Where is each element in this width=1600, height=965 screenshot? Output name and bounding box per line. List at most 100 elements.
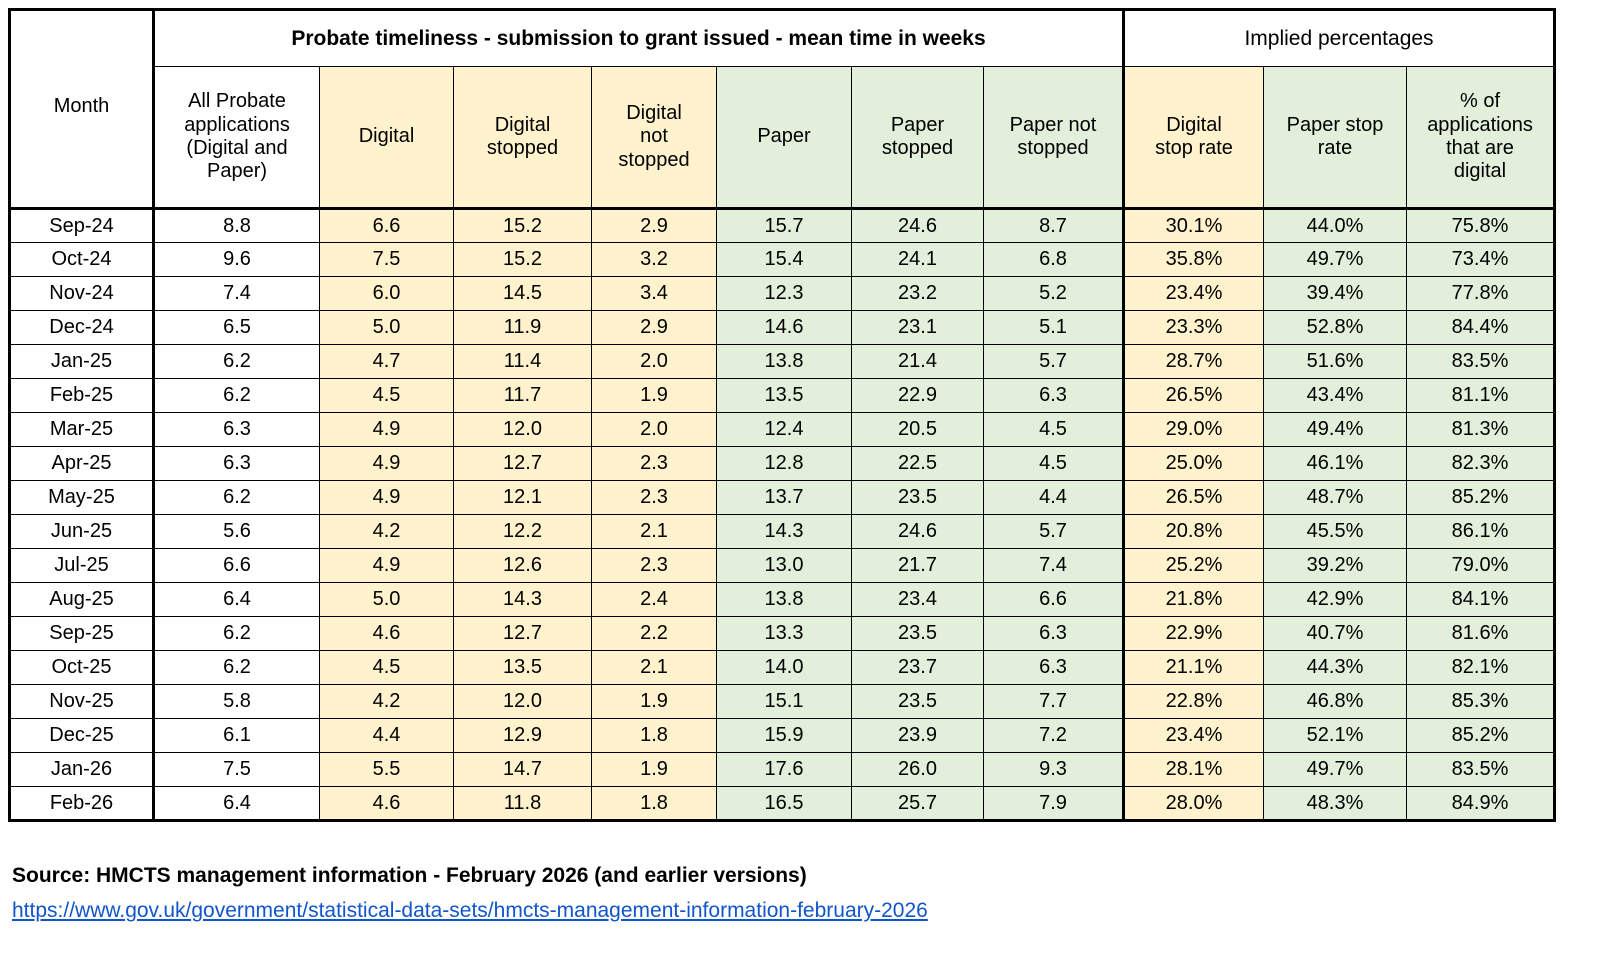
data-cell: 15.2 — [453, 208, 592, 243]
row-month-cell: Mar-25 — [9, 412, 155, 447]
table-row: Feb-25 6.2 4.5 11.7 1.9 13.5 22.9 6.3 26.5% 43.4%… — [9, 378, 1555, 413]
data-cell: 13.8 — [716, 582, 852, 617]
data-cell: 23.5 — [851, 684, 984, 719]
data-cell: 2.3 — [591, 446, 717, 481]
data-cell: 4.2 — [319, 684, 454, 719]
data-cell: 4.9 — [319, 446, 454, 481]
row-month-cell: May-25 — [9, 480, 155, 515]
table-row: Mar-25 6.3 4.9 12.0 2.0 12.4 20.5 4.5 29.0% 49.4%… — [9, 412, 1555, 447]
row-month-cell: Sep-24 — [9, 208, 155, 243]
data-cell: 12.6 — [453, 548, 592, 583]
data-cell: 5.8 — [153, 684, 320, 719]
column-header-paper-not-stopped: Paper not stopped — [983, 66, 1124, 210]
data-cell: 7.2 — [983, 718, 1124, 753]
data-cell: 14.5 — [453, 276, 592, 311]
data-cell: 7.5 — [153, 752, 320, 787]
data-cell: 4.5 — [319, 650, 454, 685]
data-cell: 6.3 — [153, 412, 320, 447]
source-link[interactable]: https://www.gov.uk/government/statistica… — [12, 899, 928, 922]
data-cell: 28.7% — [1122, 344, 1264, 379]
row-month-cell: Dec-25 — [9, 718, 155, 753]
data-cell: 2.0 — [591, 412, 717, 447]
data-cell: 2.1 — [591, 650, 717, 685]
data-cell: 12.2 — [453, 514, 592, 549]
data-cell: 4.5 — [983, 446, 1124, 481]
data-cell: 6.2 — [153, 650, 320, 685]
table-row: Feb-26 6.4 4.6 11.8 1.8 16.5 25.7 7.9 28.0% 48.3%… — [9, 786, 1555, 821]
data-cell: 42.9% — [1263, 582, 1407, 617]
data-cell: 23.9 — [851, 718, 984, 753]
data-cell: 86.1% — [1406, 514, 1555, 549]
row-month-cell: Jul-25 — [9, 548, 155, 583]
data-cell: 35.8% — [1122, 242, 1264, 277]
row-month-cell: Jan-25 — [9, 344, 155, 379]
data-cell: 45.5% — [1263, 514, 1407, 549]
data-cell: 39.2% — [1263, 548, 1407, 583]
data-cell: 6.2 — [153, 480, 320, 515]
data-cell: 8.8 — [153, 208, 320, 243]
table-row: Dec-24 6.5 5.0 11.9 2.9 14.6 23.1 5.1 23.3% 52.8%… — [9, 310, 1555, 345]
table-row: Apr-25 6.3 4.9 12.7 2.3 12.8 22.5 4.5 25.0% 46.1%… — [9, 446, 1555, 481]
data-cell: 15.9 — [716, 718, 852, 753]
data-cell: 84.4% — [1406, 310, 1555, 345]
column-header-digital-stopped: Digital stopped — [453, 66, 592, 210]
data-cell: 6.6 — [983, 582, 1124, 617]
data-cell: 3.4 — [591, 276, 717, 311]
data-cell: 11.8 — [453, 786, 592, 821]
data-cell: 26.0 — [851, 752, 984, 787]
row-month-cell: Dec-24 — [9, 310, 155, 345]
data-cell: 15.1 — [716, 684, 852, 719]
data-cell: 5.1 — [983, 310, 1124, 345]
data-cell: 51.6% — [1263, 344, 1407, 379]
table-row: Oct-25 6.2 4.5 13.5 2.1 14.0 23.7 6.3 21.1% 44.3%… — [9, 650, 1555, 685]
column-header-month: Month — [9, 9, 155, 210]
data-cell: 14.3 — [453, 582, 592, 617]
data-cell: 20.5 — [851, 412, 984, 447]
data-cell: 77.8% — [1406, 276, 1555, 311]
data-cell: 6.4 — [153, 786, 320, 821]
data-cell: 13.3 — [716, 616, 852, 651]
data-cell: 4.9 — [319, 480, 454, 515]
data-cell: 28.0% — [1122, 786, 1264, 821]
data-cell: 5.2 — [983, 276, 1124, 311]
data-cell: 5.7 — [983, 514, 1124, 549]
column-header-all-probate: All Probate applications (Digital and Pa… — [153, 66, 320, 210]
data-cell: 13.0 — [716, 548, 852, 583]
data-cell: 23.3% — [1122, 310, 1264, 345]
data-cell: 6.3 — [153, 446, 320, 481]
table-row: Aug-25 6.4 5.0 14.3 2.4 13.8 23.4 6.6 21.8% 42.9%… — [9, 582, 1555, 617]
data-cell: 30.1% — [1122, 208, 1264, 243]
data-cell: 5.6 — [153, 514, 320, 549]
data-cell: 6.8 — [983, 242, 1124, 277]
data-cell: 11.4 — [453, 344, 592, 379]
data-cell: 73.4% — [1406, 242, 1555, 277]
data-cell: 24.1 — [851, 242, 984, 277]
data-cell: 12.0 — [453, 412, 592, 447]
data-cell: 6.3 — [983, 616, 1124, 651]
column-header-row: All Probate applications (Digital and Pa… — [10, 66, 1555, 210]
data-cell: 29.0% — [1122, 412, 1264, 447]
data-cell: 84.9% — [1406, 786, 1555, 821]
data-cell: 21.4 — [851, 344, 984, 379]
data-cell: 23.2 — [851, 276, 984, 311]
data-cell: 15.4 — [716, 242, 852, 277]
data-cell: 3.2 — [591, 242, 717, 277]
row-month-cell: Sep-25 — [9, 616, 155, 651]
data-cell: 14.7 — [453, 752, 592, 787]
data-cell: 12.9 — [453, 718, 592, 753]
column-header-paper: Paper — [716, 66, 852, 210]
data-cell: 21.1% — [1122, 650, 1264, 685]
data-cell: 7.9 — [983, 786, 1124, 821]
data-cell: 85.3% — [1406, 684, 1555, 719]
data-cell: 4.4 — [983, 480, 1124, 515]
data-cell: 22.9 — [851, 378, 984, 413]
data-cell: 4.6 — [319, 616, 454, 651]
data-cell: 22.8% — [1122, 684, 1264, 719]
table-row: Jan-26 7.5 5.5 14.7 1.9 17.6 26.0 9.3 28.1% 49.7%… — [9, 752, 1555, 787]
data-cell: 4.6 — [319, 786, 454, 821]
row-month-cell: Feb-25 — [9, 378, 155, 413]
data-cell: 7.5 — [319, 242, 454, 277]
data-cell: 49.4% — [1263, 412, 1407, 447]
data-cell: 46.8% — [1263, 684, 1407, 719]
